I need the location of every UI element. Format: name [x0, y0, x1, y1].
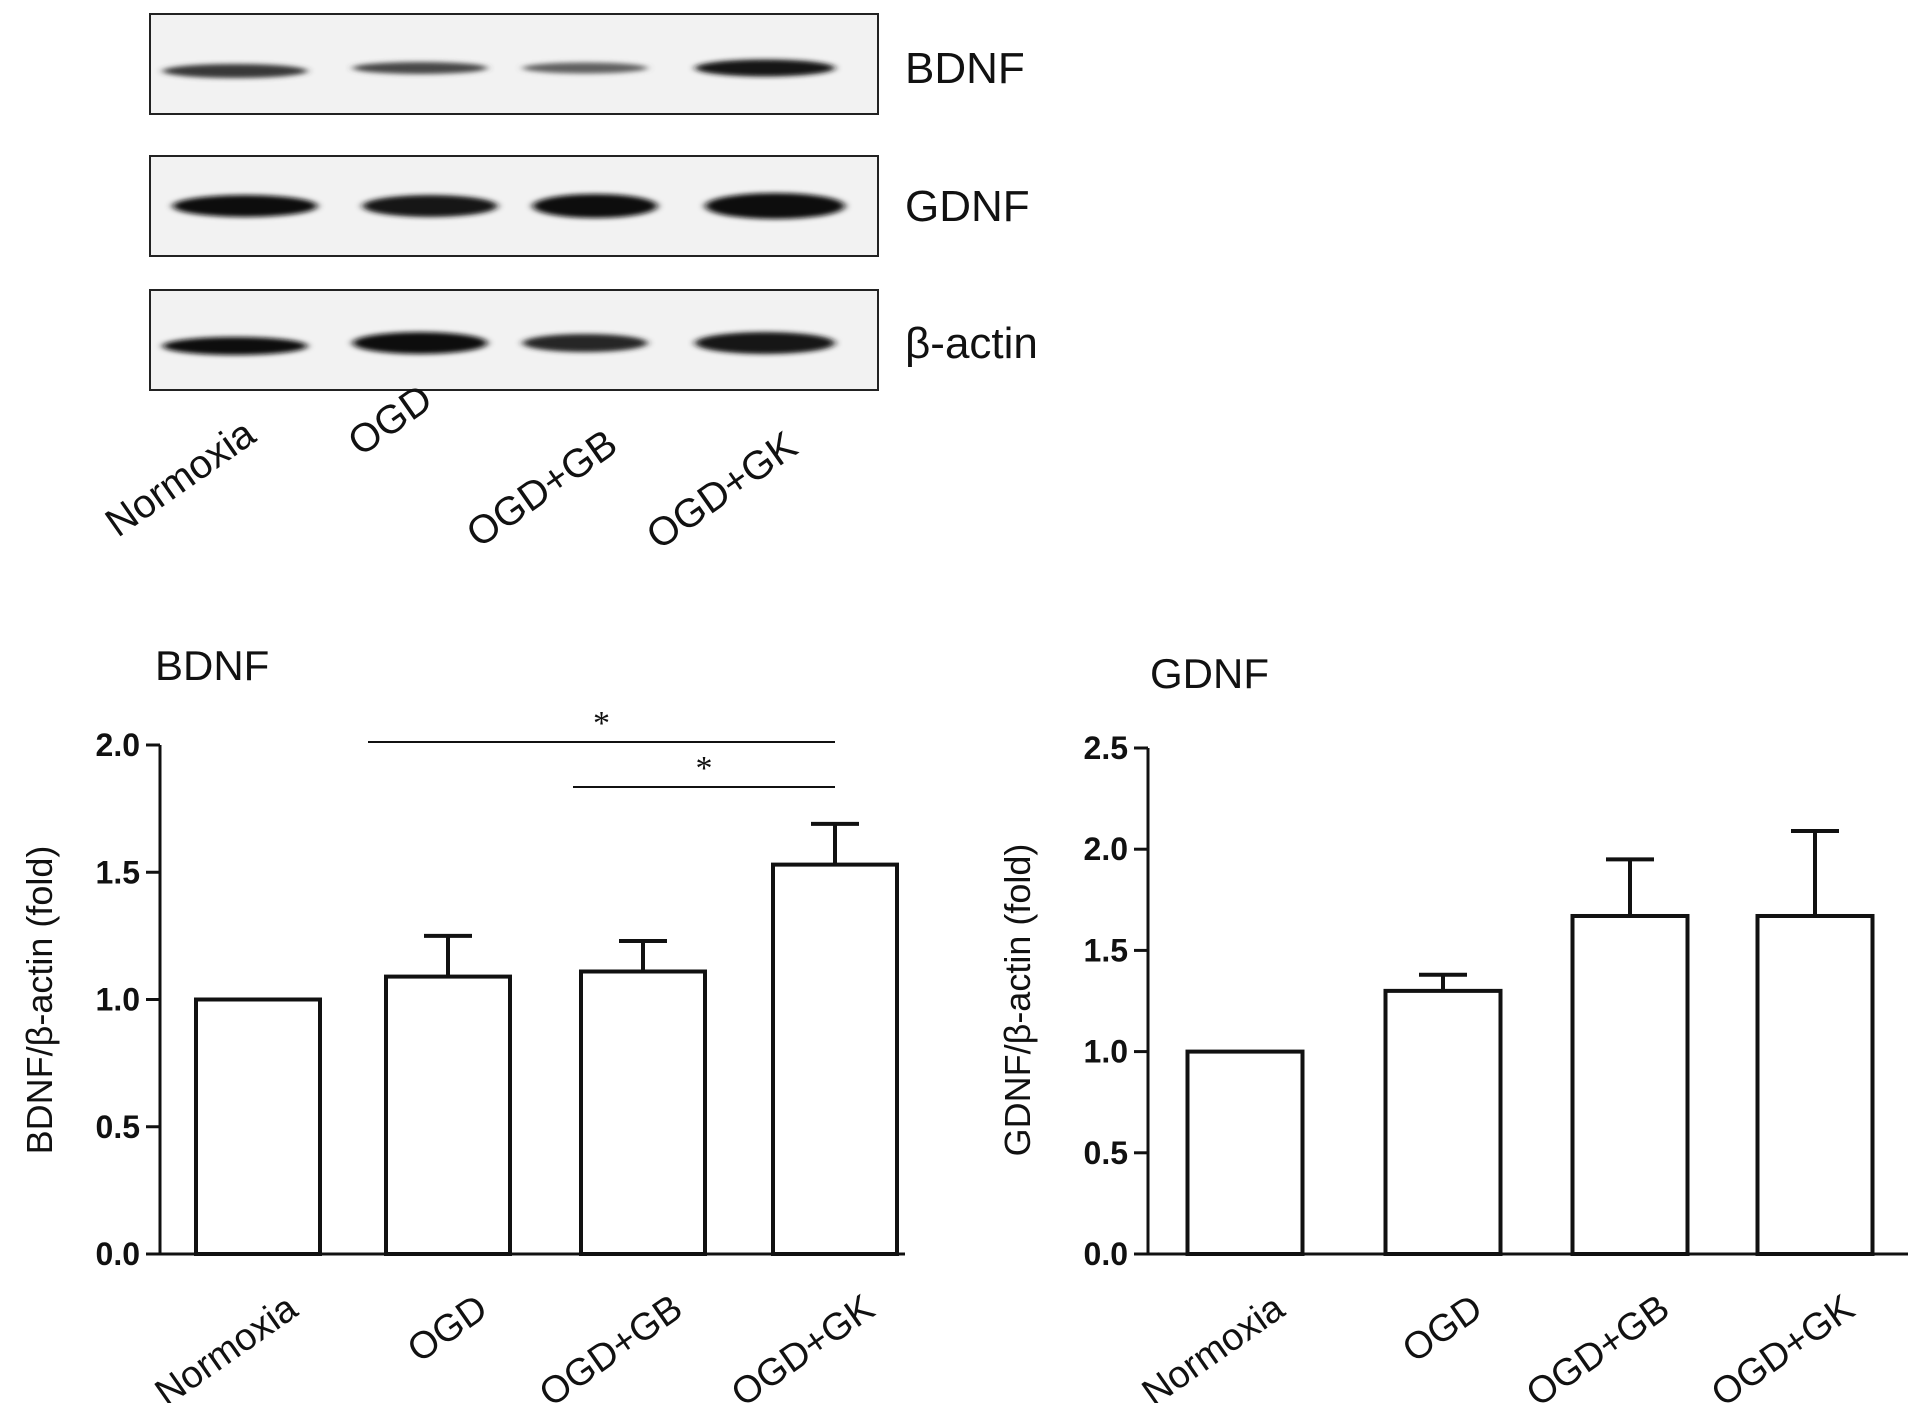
blot-band: [162, 64, 308, 78]
y-tick-label: 2.0: [1084, 831, 1128, 867]
bar-chart-gdnf: GDNF GDNF/β-actin (fold) 0.0 0.5 1.0 1.5 2.0 2.…: [997, 650, 1908, 1403]
bar: [1383, 988, 1503, 1256]
chart-title: BDNF: [155, 642, 269, 689]
bar: [384, 974, 512, 1256]
blot-band: [695, 59, 835, 77]
y-tick-label: 1.5: [96, 854, 140, 890]
bar: [1570, 913, 1690, 1256]
blot-band: [532, 194, 658, 218]
blot-row-label: BDNF: [905, 44, 1025, 93]
bar: [1755, 913, 1875, 1256]
y-axis-label: GDNF/β-actin (fold): [997, 844, 1038, 1157]
blot-row-label: β-actin: [905, 319, 1038, 368]
y-tick-label: 2.5: [1084, 730, 1128, 766]
bar: [194, 997, 322, 1256]
blot-band: [522, 334, 648, 352]
blot-lane-label: OGD+GB: [459, 421, 625, 556]
x-tick-label: OGD: [400, 1287, 495, 1371]
y-tick-label: 1.0: [96, 982, 140, 1018]
y-tick-label: 0.0: [96, 1236, 140, 1272]
blot-band: [352, 62, 488, 74]
x-tick-label: Normoxia: [148, 1286, 306, 1403]
bar-chart-bdnf: BDNF BDNF/β-actin (fold) 0.0 0.5 1.0 1.5 2.0 No…: [19, 642, 905, 1403]
x-tick-label: OGD+GB: [1519, 1287, 1677, 1403]
chart-title: GDNF: [1150, 650, 1269, 697]
blot-band: [362, 195, 498, 217]
y-tick-label: 0.5: [96, 1109, 140, 1145]
significance-marker: *: [593, 705, 610, 742]
blot-band: [162, 337, 308, 355]
significance-marker: *: [696, 750, 713, 787]
y-axis-label: BDNF/β-actin (fold): [19, 846, 60, 1155]
x-tick-label: OGD: [1395, 1287, 1490, 1371]
blot-lane-label: OGD+GK: [639, 423, 806, 558]
y-tick-label: 1.0: [1084, 1034, 1128, 1070]
x-tick-label: OGD+GK: [724, 1287, 882, 1403]
x-tick-label: Normoxia: [1135, 1286, 1293, 1403]
blot-band: [705, 193, 845, 219]
bar: [1185, 1049, 1305, 1256]
blot-lane-label: Normoxia: [98, 411, 264, 546]
y-tick-label: 1.5: [1084, 932, 1128, 968]
y-tick-label: 0.5: [1084, 1135, 1128, 1171]
y-tick-label: 0.0: [1084, 1236, 1128, 1272]
bar: [579, 969, 707, 1256]
x-tick-label: OGD+GK: [1704, 1287, 1862, 1403]
y-tick-label: 2.0: [96, 727, 140, 763]
blot-band: [172, 195, 318, 217]
x-tick-label: OGD+GB: [532, 1287, 690, 1403]
blot-band: [522, 62, 648, 74]
blot-row-label: GDNF: [905, 182, 1030, 231]
blot-band: [352, 332, 488, 354]
bar: [771, 862, 899, 1256]
blot-band: [695, 332, 835, 354]
